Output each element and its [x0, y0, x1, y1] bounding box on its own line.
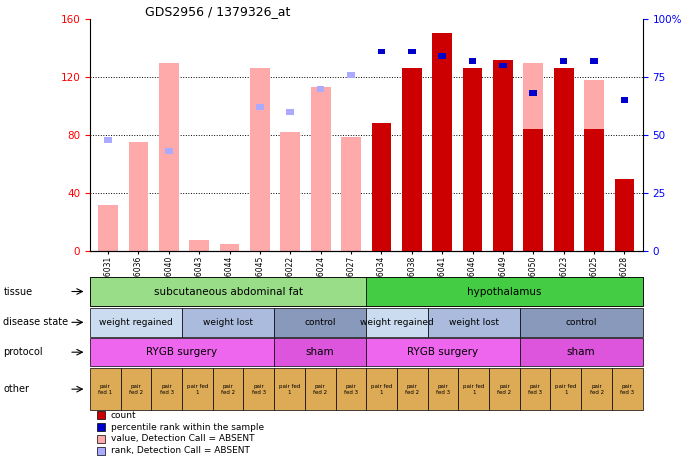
Bar [220, 244, 239, 251]
Text: control: control [565, 318, 597, 327]
Text: pair fed
1: pair fed 1 [463, 384, 484, 394]
Text: pair
fed 3: pair fed 3 [528, 384, 542, 394]
Text: pair
fed 1: pair fed 1 [98, 384, 112, 394]
Bar [553, 68, 574, 251]
Bar [560, 58, 567, 64]
Bar [408, 48, 415, 55]
Text: weight lost: weight lost [203, 318, 253, 327]
Text: sham: sham [306, 347, 334, 357]
Text: subcutaneous abdominal fat: subcutaneous abdominal fat [153, 286, 303, 297]
Text: pair
fed 3: pair fed 3 [436, 384, 450, 394]
Text: pair
fed 2: pair fed 2 [129, 384, 143, 394]
Text: pair
fed 2: pair fed 2 [589, 384, 604, 394]
Bar [317, 86, 325, 91]
Bar [493, 60, 513, 251]
Text: hypothalamus: hypothalamus [467, 286, 542, 297]
Bar [256, 104, 264, 110]
Text: GDS2956 / 1379326_at: GDS2956 / 1379326_at [145, 5, 290, 18]
Text: weight lost: weight lost [448, 318, 499, 327]
Bar [341, 137, 361, 251]
Bar [614, 179, 634, 251]
Bar [372, 124, 391, 251]
Text: other: other [3, 384, 30, 394]
Bar [529, 91, 537, 96]
Text: pair fed
1: pair fed 1 [371, 384, 392, 394]
Text: pair fed
1: pair fed 1 [555, 384, 576, 394]
Bar [402, 68, 422, 251]
Text: pair
fed 2: pair fed 2 [221, 384, 235, 394]
Bar [348, 72, 355, 78]
Bar [311, 87, 330, 251]
Bar [584, 129, 604, 251]
Text: pair
fed 3: pair fed 3 [252, 384, 266, 394]
Bar [438, 53, 446, 59]
Text: disease state: disease state [3, 317, 68, 328]
Bar [129, 142, 149, 251]
Text: RYGB surgery: RYGB surgery [146, 347, 218, 357]
Bar [499, 63, 507, 68]
Text: protocol: protocol [3, 347, 43, 357]
Bar [189, 240, 209, 251]
Text: pair
fed 2: pair fed 2 [405, 384, 419, 394]
Text: count: count [111, 411, 136, 419]
Text: pair
fed 3: pair fed 3 [621, 384, 634, 394]
Bar [468, 58, 476, 64]
Bar [165, 148, 173, 154]
Bar [159, 63, 179, 251]
Bar [377, 48, 385, 55]
Bar [281, 132, 300, 251]
Text: RYGB surgery: RYGB surgery [408, 347, 479, 357]
Text: rank, Detection Call = ABSENT: rank, Detection Call = ABSENT [111, 447, 249, 455]
Bar [523, 129, 543, 251]
Text: pair
fed 3: pair fed 3 [160, 384, 173, 394]
Text: weight regained: weight regained [360, 318, 434, 327]
Text: pair
fed 3: pair fed 3 [344, 384, 358, 394]
Bar [98, 205, 118, 251]
Text: pair fed
1: pair fed 1 [187, 384, 208, 394]
Bar [250, 68, 269, 251]
Text: pair
fed 2: pair fed 2 [498, 384, 511, 394]
Bar [523, 63, 543, 251]
Bar [584, 80, 604, 251]
Bar [621, 97, 628, 103]
Bar [590, 58, 598, 64]
Text: weight regained: weight regained [99, 318, 173, 327]
Text: control: control [305, 318, 336, 327]
Text: sham: sham [567, 347, 596, 357]
Bar [287, 109, 294, 115]
Text: pair
fed 2: pair fed 2 [313, 384, 328, 394]
Text: pair fed
1: pair fed 1 [278, 384, 300, 394]
Text: tissue: tissue [3, 286, 32, 297]
Text: value, Detection Call = ABSENT: value, Detection Call = ABSENT [111, 435, 254, 443]
Bar [463, 68, 482, 251]
Bar [104, 137, 112, 143]
Bar [433, 34, 452, 251]
Text: percentile rank within the sample: percentile rank within the sample [111, 423, 264, 431]
